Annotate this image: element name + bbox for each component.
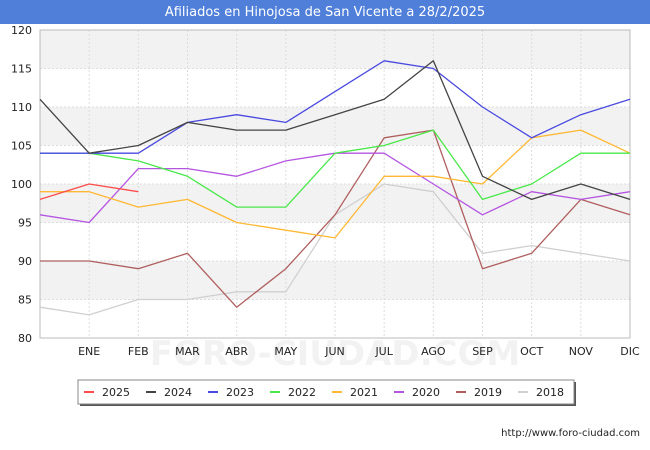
x-tick-label: FEB <box>128 345 149 358</box>
series-line-2025 <box>39 183 139 201</box>
y-tick-label: 115 <box>11 63 32 76</box>
legend-label-2018: 2018 <box>536 386 564 399</box>
legend-label-2022: 2022 <box>288 386 316 399</box>
x-tick-label: ENE <box>78 345 100 358</box>
y-tick-label: 120 <box>11 24 32 37</box>
x-tick-label: ABR <box>225 345 248 358</box>
y-tick-label: 95 <box>18 217 32 230</box>
x-tick-label: DIC <box>620 345 640 358</box>
y-tick-label: 110 <box>11 101 32 114</box>
chart-title: Afiliados en Hinojosa de San Vicente a 2… <box>0 0 650 24</box>
legend-label-2025: 2025 <box>102 386 130 399</box>
y-tick-label: 100 <box>11 178 32 191</box>
y-tick-label: 80 <box>18 332 32 345</box>
y-tick-label: 105 <box>11 140 32 153</box>
legend: 2025 2024 2023 2022 2021 2020 2019 2018 <box>77 379 576 406</box>
legend-label-2024: 2024 <box>164 386 192 399</box>
source-credit: http://www.foro-ciudad.com <box>501 428 640 439</box>
x-tick-labels: ENE FEB MAR ABR MAY JUN JUL AGO SEP OCT NOV DIC <box>78 345 640 358</box>
y-tick-label: 90 <box>18 255 32 268</box>
series-line-2019 <box>40 129 631 308</box>
legend-label-2019: 2019 <box>474 386 502 399</box>
x-tick-label: OCT <box>520 345 543 358</box>
series-line-2022 <box>40 129 630 208</box>
series-lines <box>39 60 631 316</box>
legend-box <box>77 379 575 405</box>
series-line-2024 <box>39 60 631 201</box>
y-tick-label: 85 <box>18 294 32 307</box>
x-tick-label: SEP <box>472 345 493 358</box>
watermark: FORO-CIUDAD.COM <box>150 334 521 374</box>
legend-label-2023: 2023 <box>226 386 254 399</box>
legend-label-2020: 2020 <box>412 386 440 399</box>
x-tick-label: AGO <box>421 345 446 358</box>
x-tick-label: MAR <box>175 345 200 358</box>
y-tick-labels: 80 85 90 95 100 105 110 115 120 <box>11 24 32 345</box>
x-tick-label: MAY <box>274 345 297 358</box>
x-tick-label: JUN <box>324 345 345 358</box>
x-tick-label: JUL <box>374 345 393 358</box>
legend-label-2021: 2021 <box>350 386 378 399</box>
plot-frame <box>39 29 631 339</box>
x-tick-label: NOV <box>569 345 594 358</box>
series-line-2023 <box>40 60 631 154</box>
